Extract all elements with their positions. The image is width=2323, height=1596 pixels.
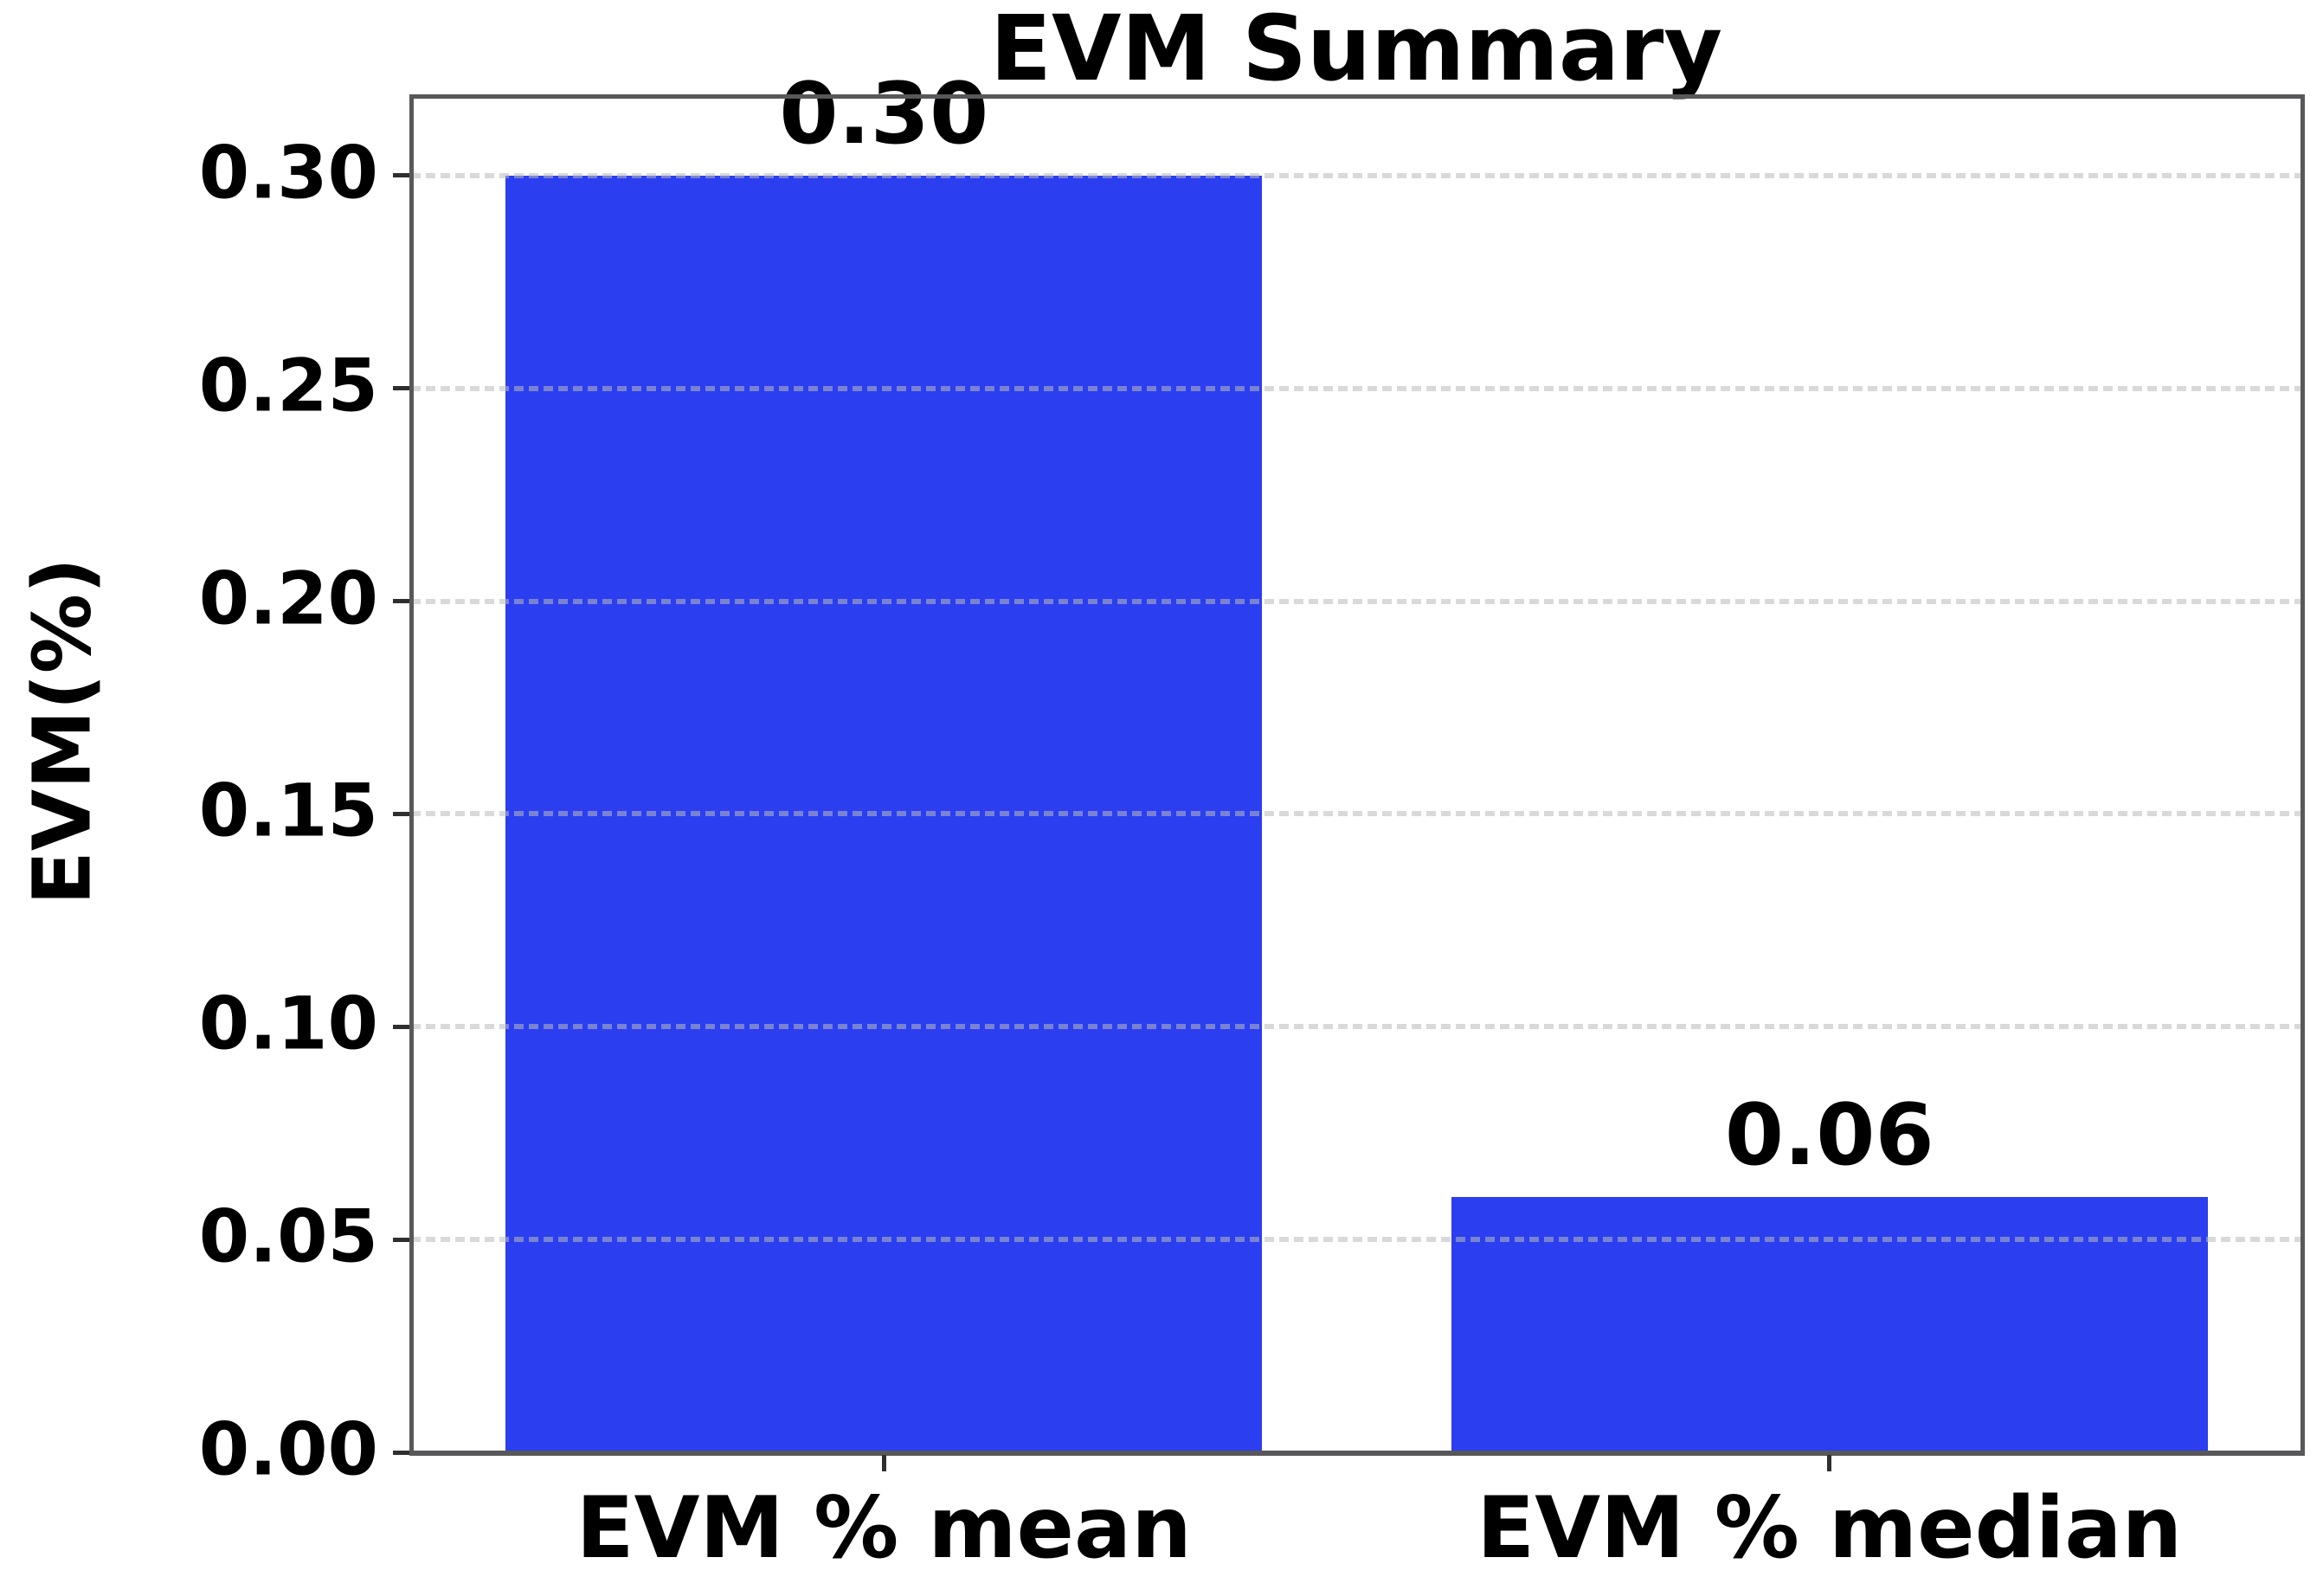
left-spine — [409, 93, 414, 1455]
gridline — [411, 172, 2302, 178]
y-tick-label: 0.10 — [198, 981, 378, 1066]
gridline — [411, 811, 2302, 817]
x-tick-label: EVM % mean — [576, 1479, 1192, 1578]
bottom-spine — [409, 1450, 2305, 1456]
y-tick-label: 0.05 — [198, 1194, 378, 1279]
y-axis-tick — [392, 1024, 409, 1029]
y-tick-label: 0.20 — [198, 556, 378, 641]
chart-title: EVM Summary — [989, 0, 1723, 101]
y-axis-tick — [392, 811, 409, 816]
bar-value-label: 0.06 — [1724, 1086, 1934, 1186]
bar — [1451, 1196, 2208, 1452]
x-axis-tick — [1827, 1454, 1832, 1471]
y-axis-tick — [392, 1450, 409, 1455]
gridline — [411, 385, 2302, 391]
right-spine — [2300, 93, 2305, 1455]
bar-value-label: 0.30 — [779, 65, 989, 164]
y-tick-label: 0.15 — [198, 769, 378, 854]
top-spine — [409, 93, 2305, 99]
x-axis-tick — [881, 1454, 886, 1471]
y-tick-label: 0.30 — [198, 130, 378, 216]
gridline — [411, 598, 2302, 604]
y-axis-tick — [392, 1237, 409, 1242]
y-tick-label: 0.25 — [198, 343, 378, 428]
y-axis-tick — [392, 173, 409, 178]
y-axis-tick — [392, 386, 409, 391]
gridline — [411, 1237, 2302, 1243]
y-tick-label: 0.00 — [198, 1406, 378, 1492]
x-tick-label: EVM % median — [1477, 1479, 2183, 1578]
y-axis-tick — [392, 599, 409, 604]
gridline — [411, 1024, 2302, 1030]
